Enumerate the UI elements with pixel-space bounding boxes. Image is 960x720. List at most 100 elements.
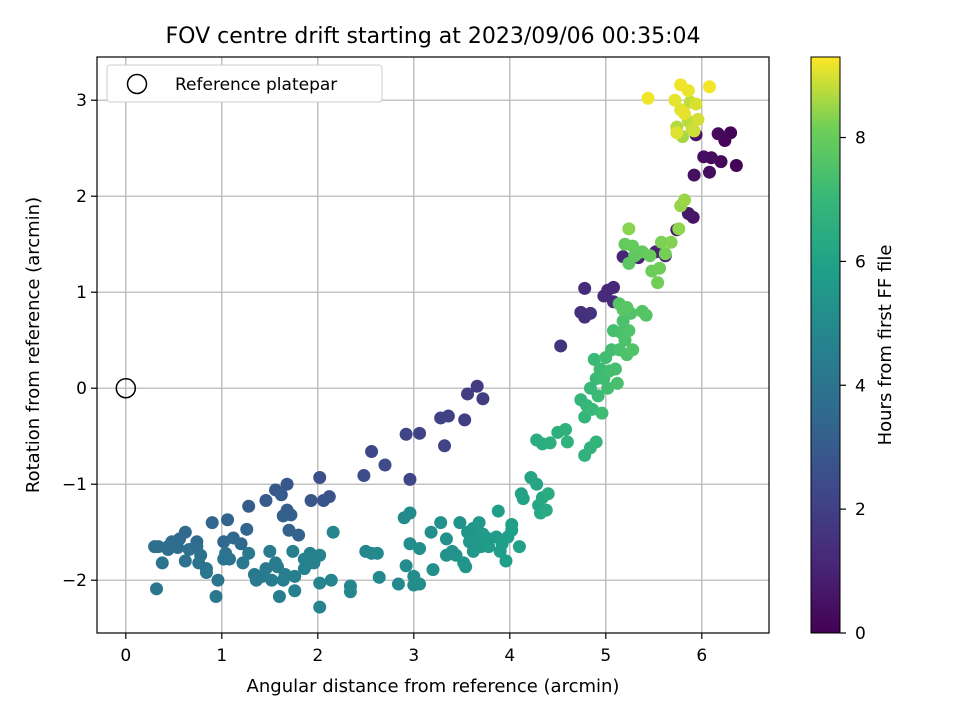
- data-point: [288, 584, 302, 598]
- data-point: [259, 562, 273, 576]
- data-point: [702, 165, 716, 179]
- data-point: [626, 239, 640, 253]
- data-point: [236, 556, 250, 570]
- data-point: [150, 582, 164, 596]
- data-point: [539, 503, 553, 517]
- colorbar-tick-label: 2: [855, 500, 866, 520]
- data-point: [589, 435, 603, 449]
- x-tick-label: 3: [408, 646, 419, 666]
- plot-frame: [96, 56, 770, 634]
- data-point: [476, 392, 490, 406]
- data-point: [438, 439, 452, 453]
- data-point: [702, 80, 716, 94]
- x-axis-ticks: 0 1 2 3 4 5 6: [120, 633, 707, 666]
- data-point: [530, 477, 544, 491]
- data-point: [259, 494, 273, 508]
- data-point: [626, 343, 640, 357]
- data-point: [434, 411, 448, 425]
- data-point: [288, 569, 302, 583]
- data-point: [672, 222, 686, 236]
- legend-box: [106, 64, 383, 103]
- data-point: [265, 573, 279, 587]
- data-point: [458, 413, 472, 427]
- data-point: [583, 306, 597, 320]
- data-point: [211, 573, 225, 587]
- colorbar-ticks: 0 2 4 6 8: [840, 129, 866, 644]
- data-point: [691, 112, 705, 126]
- data-point: [505, 523, 519, 537]
- chart-title: FOV centre drift starting at 2023/09/06 …: [166, 24, 701, 49]
- data-point: [209, 590, 223, 604]
- data-point: [729, 158, 743, 172]
- data-point: [499, 554, 513, 568]
- data-point: [413, 542, 427, 556]
- data-point: [512, 540, 526, 554]
- x-tick-label: 4: [504, 646, 515, 666]
- data-point: [574, 305, 588, 319]
- data-point: [711, 127, 725, 141]
- data-point: [459, 560, 473, 574]
- data-point: [558, 422, 572, 436]
- data-point: [595, 406, 609, 420]
- data-point: [399, 427, 413, 441]
- data-point: [461, 387, 475, 401]
- data-point: [674, 78, 688, 92]
- x-axis-label: Angular distance from reference (arcmin): [247, 676, 620, 697]
- legend-label: Reference platepar: [175, 75, 337, 95]
- data-point: [601, 381, 615, 395]
- data-point: [554, 339, 568, 353]
- data-point: [280, 477, 294, 491]
- data-point: [242, 499, 256, 513]
- reference-platepar-marker: [115, 377, 137, 399]
- data-point: [391, 577, 405, 591]
- data-point: [641, 91, 655, 105]
- data-point: [434, 516, 448, 530]
- data-point: [182, 542, 196, 556]
- data-point: [610, 376, 624, 390]
- data-point: [304, 494, 318, 508]
- data-point: [622, 324, 636, 338]
- data-point: [472, 516, 486, 530]
- data-point: [587, 352, 601, 366]
- data-point: [491, 504, 505, 518]
- data-point: [399, 559, 413, 573]
- colorbar-label: Hours from first FF file: [875, 245, 896, 446]
- data-point: [234, 537, 248, 551]
- data-point: [653, 261, 667, 275]
- data-point: [403, 537, 417, 551]
- data-point: [403, 472, 417, 486]
- data-point: [697, 150, 711, 164]
- data-point: [426, 563, 440, 577]
- data-points: [115, 78, 743, 614]
- data-point: [413, 577, 427, 591]
- data-point: [608, 362, 622, 376]
- data-point: [221, 513, 235, 527]
- data-point: [622, 222, 636, 236]
- data-point: [439, 532, 453, 546]
- data-point: [378, 458, 392, 472]
- colorbar-tick-label: 6: [855, 252, 866, 272]
- data-point: [654, 235, 668, 249]
- data-point: [620, 301, 634, 315]
- data-point: [274, 488, 288, 502]
- data-point: [205, 516, 219, 530]
- data-point: [403, 506, 417, 520]
- data-point: [689, 97, 703, 111]
- data-point: [413, 426, 427, 440]
- data-point: [560, 435, 574, 449]
- data-point: [242, 546, 256, 560]
- data-point: [313, 548, 327, 562]
- data-point: [276, 573, 290, 587]
- data-point: [313, 600, 327, 614]
- data-point: [516, 492, 530, 506]
- y-axis-ticks: −2 −1 0 1 2 3: [62, 91, 97, 591]
- data-point: [161, 542, 175, 556]
- data-point: [326, 525, 340, 539]
- data-point: [591, 389, 605, 403]
- x-tick-label: 1: [216, 646, 227, 666]
- y-tick-label: 3: [76, 91, 87, 111]
- colorbar-tick-label: 0: [855, 624, 866, 644]
- data-point: [217, 552, 231, 566]
- data-point: [313, 470, 327, 484]
